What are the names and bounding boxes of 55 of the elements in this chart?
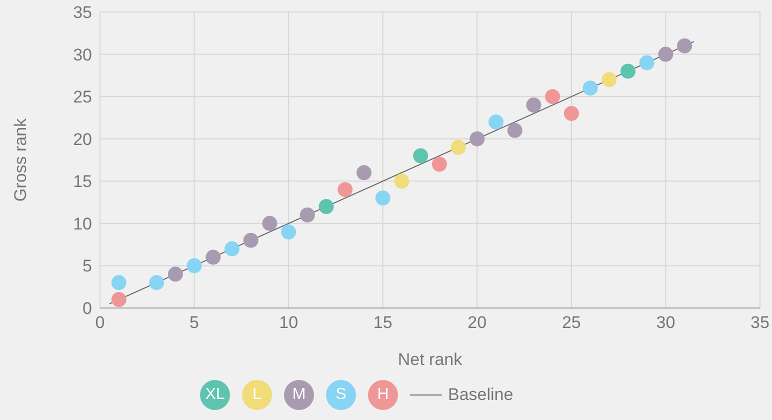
x-tick-label: 35	[750, 313, 770, 332]
point	[545, 89, 560, 104]
point	[413, 148, 428, 164]
point	[281, 224, 296, 240]
point	[168, 266, 183, 282]
point	[677, 38, 692, 54]
point	[111, 275, 126, 290]
text: XL	[200, 380, 230, 410]
point	[262, 216, 278, 231]
point	[564, 106, 579, 121]
x-tick-label: 25	[562, 313, 581, 332]
y-tick-label: 10	[73, 214, 92, 234]
point	[224, 241, 240, 256]
point	[639, 55, 654, 70]
point	[318, 199, 334, 214]
point	[338, 182, 353, 198]
text: L	[242, 380, 272, 410]
x-tick-label: 10	[279, 313, 298, 332]
y-tick-label: 35	[73, 3, 92, 22]
y-tick-label: 20	[73, 130, 92, 149]
point	[186, 258, 202, 274]
point	[432, 156, 447, 172]
y-tick-label: 25	[73, 88, 92, 107]
x-tick-label: 20	[468, 313, 487, 332]
point	[470, 131, 485, 146]
point	[243, 232, 258, 248]
x-tick-label: 30	[656, 313, 676, 332]
point	[375, 190, 390, 206]
y-tick-label: 5	[82, 256, 92, 276]
point	[582, 80, 598, 96]
legend-label: Baseline	[447, 385, 514, 405]
point	[507, 122, 522, 138]
y-tick-label: 15	[73, 172, 92, 192]
point	[300, 207, 315, 222]
point	[526, 98, 542, 113]
point	[206, 250, 221, 265]
x-tick-label: 0	[95, 313, 105, 332]
point	[111, 292, 126, 308]
point	[620, 64, 636, 79]
point	[149, 275, 164, 290]
point	[602, 72, 617, 88]
point	[394, 174, 410, 189]
text: M	[284, 380, 314, 410]
x-axis-title: Net rank	[398, 350, 463, 370]
point	[356, 165, 372, 180]
text: S	[326, 380, 356, 410]
point	[658, 46, 674, 62]
point	[450, 140, 466, 155]
y-tick-label: 0	[82, 299, 92, 318]
x-tick-label: 15	[373, 313, 392, 332]
y-tick-label: 30	[73, 45, 92, 64]
point	[488, 114, 504, 130]
text: H	[368, 380, 398, 410]
x-tick-label: 5	[190, 313, 200, 332]
y-axis-title: Gross rank	[11, 118, 30, 202]
